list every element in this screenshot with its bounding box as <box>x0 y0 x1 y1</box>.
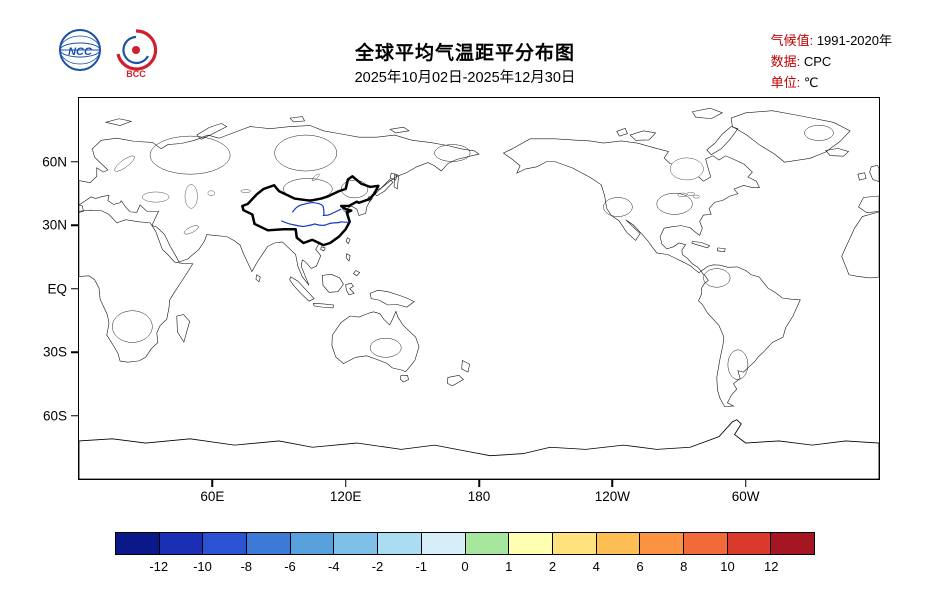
colorbar-segment <box>290 533 335 554</box>
colorbar-segment <box>596 533 641 554</box>
lon-axis-label: 120W <box>594 489 630 504</box>
colorbar-segment <box>465 533 510 554</box>
page-subtitle: 2025年10月02日-2025年12月30日 <box>354 70 576 86</box>
lat-axis-label: EQ <box>47 281 67 296</box>
meta-line: 气候值: 1991-2020年 <box>771 30 892 51</box>
colorbar-segment <box>509 533 553 554</box>
lon-axis-tick <box>478 479 480 487</box>
colorbar-segment <box>247 533 291 554</box>
meta-label: 单位: <box>770 75 804 90</box>
lon-axis-tick <box>344 479 347 487</box>
meta-line: 数据: CPC <box>771 51 892 72</box>
lon-axis-label: 60W <box>731 489 760 504</box>
lat-axis-tick <box>71 287 79 290</box>
bcc-logo-icon: BCC <box>112 28 160 80</box>
lon-axis-tick <box>744 479 747 487</box>
meta-label: 数据: <box>770 54 804 69</box>
colorbar-tick-label: -8 <box>240 559 253 574</box>
lon-axis-label: 180 <box>467 489 491 504</box>
ocean <box>79 98 879 479</box>
colorbar-segment <box>421 533 466 554</box>
colorbar-tick-label: 0 <box>461 559 469 574</box>
colorbar <box>115 532 815 555</box>
lat-axis-label: 60N <box>42 154 67 169</box>
colorbar-tick-label: 4 <box>592 559 600 574</box>
lat-axis-tick <box>71 160 79 163</box>
meta-value: CPC <box>803 54 832 69</box>
colorbar-tick-label: -6 <box>284 559 296 574</box>
svg-text:NCC: NCC <box>68 46 93 58</box>
colorbar-segment <box>203 533 248 554</box>
colorbar-tick-label: 10 <box>720 559 735 574</box>
colorbar-tick-label: 8 <box>680 559 688 574</box>
ncc-logo-icon: NCC <box>56 28 104 80</box>
colorbar-tick-label: -12 <box>149 559 169 574</box>
colorbar-labels: -12 -10 -8 -6 -4 -2 -1 0 1 2 4 6 8 10 12 <box>115 559 815 577</box>
colorbar-tick-label: 6 <box>636 559 644 574</box>
colorbar-segment <box>683 533 728 554</box>
colorbar-segment <box>116 533 160 554</box>
colorbar-segment <box>771 533 814 554</box>
meta-block: 气候值: 1991-2020年 数据: CPC 单位: ℃ <box>771 30 892 93</box>
lat-axis-label: 30S <box>42 344 67 360</box>
meta-label: 气候值: <box>770 33 817 48</box>
lat-axis-tick <box>71 351 79 353</box>
colorbar-tick-label: -10 <box>193 559 212 574</box>
svg-text:BCC: BCC <box>126 69 146 79</box>
lat-axis-tick <box>71 414 79 417</box>
colorbar-segment <box>552 533 597 554</box>
world-map <box>79 98 879 479</box>
map-frame: 60N 30N EQ 30S 60S 60E 120E 180 120W 60W <box>42 97 880 504</box>
antarctica-outline <box>79 419 879 479</box>
colorbar-segment <box>159 533 204 554</box>
colorbar-segment <box>378 533 422 554</box>
colorbar-tick-label: 1 <box>505 559 513 574</box>
china-boundary <box>241 175 380 247</box>
lon-axis-tick <box>611 479 614 487</box>
colorbar-tick-label: 2 <box>548 559 557 574</box>
lat-axis-tick <box>71 224 79 226</box>
inland-seas <box>114 155 704 235</box>
lon-axis-label: 60E <box>200 489 225 504</box>
page-title: 全球平均气温距平分布图 <box>354 43 575 64</box>
rivers <box>280 201 350 227</box>
lat-axis-label: 60S <box>42 408 67 423</box>
lon-axis-tick <box>211 479 214 487</box>
colorbar-segment <box>334 533 379 554</box>
colorbar-tick-label: -1 <box>415 559 428 574</box>
lon-axis-label: 120E <box>329 489 362 504</box>
meta-line: 单位: ℃ <box>771 72 892 93</box>
colorbar-tick-label: 12 <box>764 559 779 574</box>
lat-axis-label: 30N <box>42 217 67 233</box>
colorbar-segment <box>727 533 772 554</box>
colorbar-segment <box>640 533 684 554</box>
meta-value: ℃ <box>803 75 819 90</box>
meta-value: 1991-2020年 <box>816 33 892 48</box>
colorbar-tick-label: -4 <box>327 559 340 574</box>
colorbar-tick-label: -2 <box>371 559 384 574</box>
